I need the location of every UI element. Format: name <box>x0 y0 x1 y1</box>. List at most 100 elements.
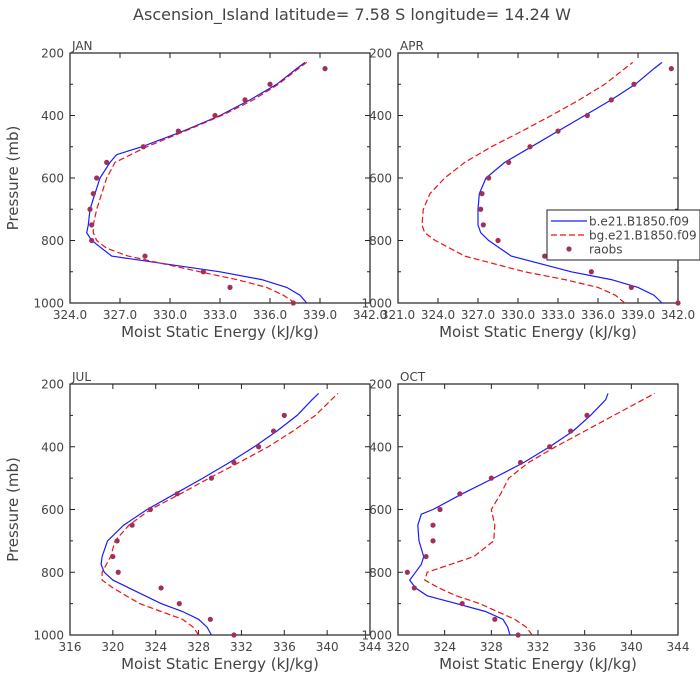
raobs-point <box>174 491 180 497</box>
raobs-point <box>207 616 213 622</box>
raobs-point <box>547 444 553 450</box>
raobs-point <box>129 522 135 528</box>
y-tick-label: 200 <box>369 378 392 392</box>
raobs-point <box>176 601 182 607</box>
raobs-point <box>423 553 429 560</box>
x-tick-label: 316 <box>59 640 82 654</box>
x-tick-label: 330.0 <box>501 308 535 322</box>
raobs-point <box>94 175 100 181</box>
raobs-point <box>488 475 494 481</box>
x-tick-label: 320 <box>101 640 124 654</box>
x-tick-label: 333.0 <box>203 308 237 322</box>
raobs-point <box>175 128 181 134</box>
raobs-point <box>492 616 498 622</box>
figure-title: Ascension_Island latitude= 7.58 S longit… <box>133 5 571 25</box>
y-tick-label: 1000 <box>361 629 392 643</box>
x-tick-label: 324.0 <box>421 308 455 322</box>
x-axis-label: Moist Static Energy (kJ/kg) <box>121 655 319 673</box>
raobs-point <box>114 538 120 544</box>
x-tick-label: 336 <box>573 640 596 654</box>
raobs-point <box>87 206 93 212</box>
raobs-point <box>200 269 206 275</box>
y-tick-label: 800 <box>41 234 64 248</box>
x-tick-label: 336.0 <box>581 308 615 322</box>
raobs-point <box>588 269 594 275</box>
x-tick-label: 324.0 <box>53 308 87 322</box>
y-tick-label: 800 <box>369 566 392 580</box>
raobs-point <box>584 112 590 119</box>
raobs-point <box>115 569 121 575</box>
raobs-point <box>89 237 95 244</box>
raobs-point <box>404 569 410 575</box>
raobs-point <box>584 412 590 418</box>
y-tick-label: 1000 <box>33 297 64 311</box>
x-axis-label: Moist Static Energy (kJ/kg) <box>439 655 637 673</box>
x-tick-label: 333.0 <box>541 308 575 322</box>
raobs-point <box>242 97 248 103</box>
x-tick-label: 328 <box>480 640 503 654</box>
x-tick-label: 336 <box>273 640 296 654</box>
panel-label: APR <box>400 39 424 53</box>
raobs-point <box>89 222 95 228</box>
y-tick-label: 600 <box>41 503 64 517</box>
raobs-point <box>267 81 273 87</box>
panel-label: OCT <box>400 370 426 384</box>
series-line-b-e21 <box>86 61 308 304</box>
y-tick-label: 600 <box>369 503 392 517</box>
y-tick-label: 1000 <box>33 629 64 643</box>
raobs-point <box>430 538 436 544</box>
x-tick-label: 327.0 <box>103 308 137 322</box>
x-tick-label: 342.0 <box>353 308 387 322</box>
raobs-point <box>231 459 237 466</box>
y-tick-label: 600 <box>41 172 64 186</box>
raobs-point <box>506 159 512 165</box>
raobs-point <box>290 300 296 306</box>
y-tick-label: 200 <box>41 378 64 392</box>
y-tick-label: 1000 <box>361 297 392 311</box>
raobs-point <box>411 585 417 591</box>
raobs-point <box>140 144 146 150</box>
raobs-point <box>668 66 674 72</box>
raobs-point <box>568 428 574 434</box>
plot-frame <box>69 52 371 304</box>
x-tick-label: 344 <box>667 640 690 654</box>
y-tick-label: 800 <box>369 234 392 248</box>
x-tick-label: 324 <box>144 640 167 654</box>
raobs-point <box>430 522 436 528</box>
x-axis-label: Moist Static Energy (kJ/kg) <box>121 323 319 341</box>
raobs-point <box>90 191 96 197</box>
raobs-point <box>437 506 443 513</box>
series-line-b-e21 <box>100 392 320 636</box>
raobs-point <box>281 412 287 418</box>
raobs-point <box>542 253 548 259</box>
y-tick-label: 400 <box>369 440 392 454</box>
raobs-point <box>628 284 634 290</box>
y-axis-label: Pressure (mb) <box>4 457 22 562</box>
raobs-point <box>147 506 153 513</box>
x-tick-label: 342.0 <box>661 308 695 322</box>
y-axis-label: Pressure (mb) <box>4 126 22 231</box>
legend-label: b.e21.B1850.f09 <box>589 215 689 229</box>
raobs-point <box>142 253 148 259</box>
y-tick-label: 400 <box>41 109 64 123</box>
raobs-point <box>158 585 164 591</box>
legend-label: raobs <box>589 243 623 257</box>
raobs-point <box>555 128 561 134</box>
raobs-point <box>675 300 681 306</box>
legend-marker-raobs <box>566 246 572 252</box>
raobs-point <box>479 191 485 197</box>
raobs-point <box>631 81 637 87</box>
plot-frame <box>397 52 679 304</box>
series-line-bg-e21 <box>92 61 308 304</box>
raobs-point <box>457 491 463 497</box>
y-tick-label: 600 <box>369 172 392 186</box>
x-axis-label: Moist Static Energy (kJ/kg) <box>439 323 637 341</box>
raobs-point <box>527 144 533 150</box>
raobs-point <box>478 206 484 212</box>
x-tick-label: 340 <box>620 640 643 654</box>
x-tick-label: 339.0 <box>621 308 655 322</box>
